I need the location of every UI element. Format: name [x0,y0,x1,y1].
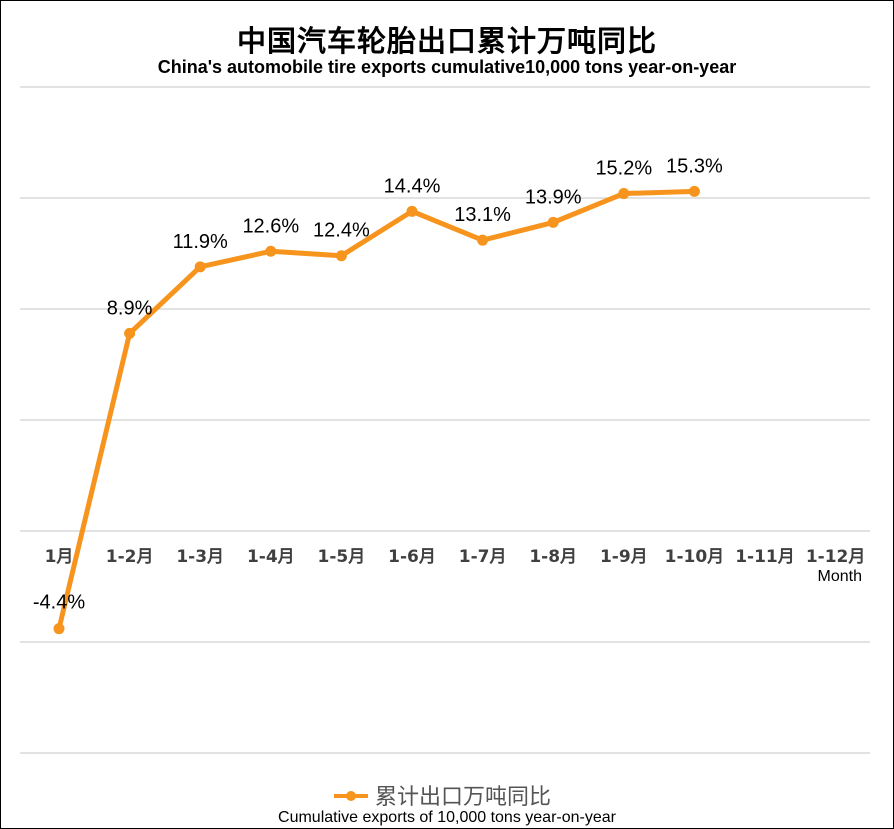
data-label: 13.9% [525,186,582,208]
gridlines [20,86,870,754]
x-tick-label: 1月 [45,547,74,567]
data-label: 12.6% [242,215,299,237]
data-label: 15.3% [666,155,723,177]
data-label: 15.2% [595,158,652,180]
x-tick-label: 1-9月 [600,547,648,567]
x-tick-label: 1-12月 [806,547,866,567]
data-point [547,216,559,228]
data-point [688,185,700,197]
data-point [477,234,489,246]
legend-label-en: Cumulative exports of 10,000 tons year-o… [278,809,617,826]
data-label: 8.9% [107,297,153,319]
data-point [618,188,630,200]
x-tick-label: 1-3月 [176,547,224,567]
data-label: 11.9% [173,231,228,253]
x-tick-label: 1-6月 [388,547,436,567]
legend-point-marker [346,791,356,801]
x-tick-label: 1-8月 [529,547,577,567]
series-line [56,188,697,632]
data-point [265,245,277,257]
legend: 累计出口万吨同比 Cumulative exports of 10,000 to… [278,785,617,826]
x-tick-label: 1-7月 [459,547,507,567]
series-line-group: -4.4% 8.9% 11.9% 12.6% 12.4% 14.4% 13.1% 13.9% 1… [33,155,723,635]
data-label: 14.4% [384,175,441,197]
x-tick-label: 1-4月 [247,547,295,567]
data-point [194,261,206,273]
x-tick-label: 1-10月 [665,547,725,567]
x-tick-label: 1-11月 [735,547,795,567]
data-point [124,327,136,339]
data-point [335,250,347,262]
x-tick-label: 1-2月 [106,547,154,567]
data-point [406,205,418,217]
data-label: 12.4% [313,220,370,242]
x-axis-tick-labels: 1月 1-2月 1-3月 1-4月 1-5月 1-6月 1-7月 1-8月 1-9月 1-10月 1… [45,547,866,567]
x-tick-label: 1-5月 [318,547,366,567]
data-label: 13.1% [454,204,511,226]
x-axis-unit-label: Month [818,568,862,585]
data-point [53,623,65,635]
chart-subtitle: China's automobile tire exports cumulati… [157,57,737,77]
chart-title: 中国汽车轮胎出口累计万吨同比 [236,24,657,58]
legend-label: 累计出口万吨同比 [375,785,551,810]
data-label: -4.4% [33,592,85,614]
